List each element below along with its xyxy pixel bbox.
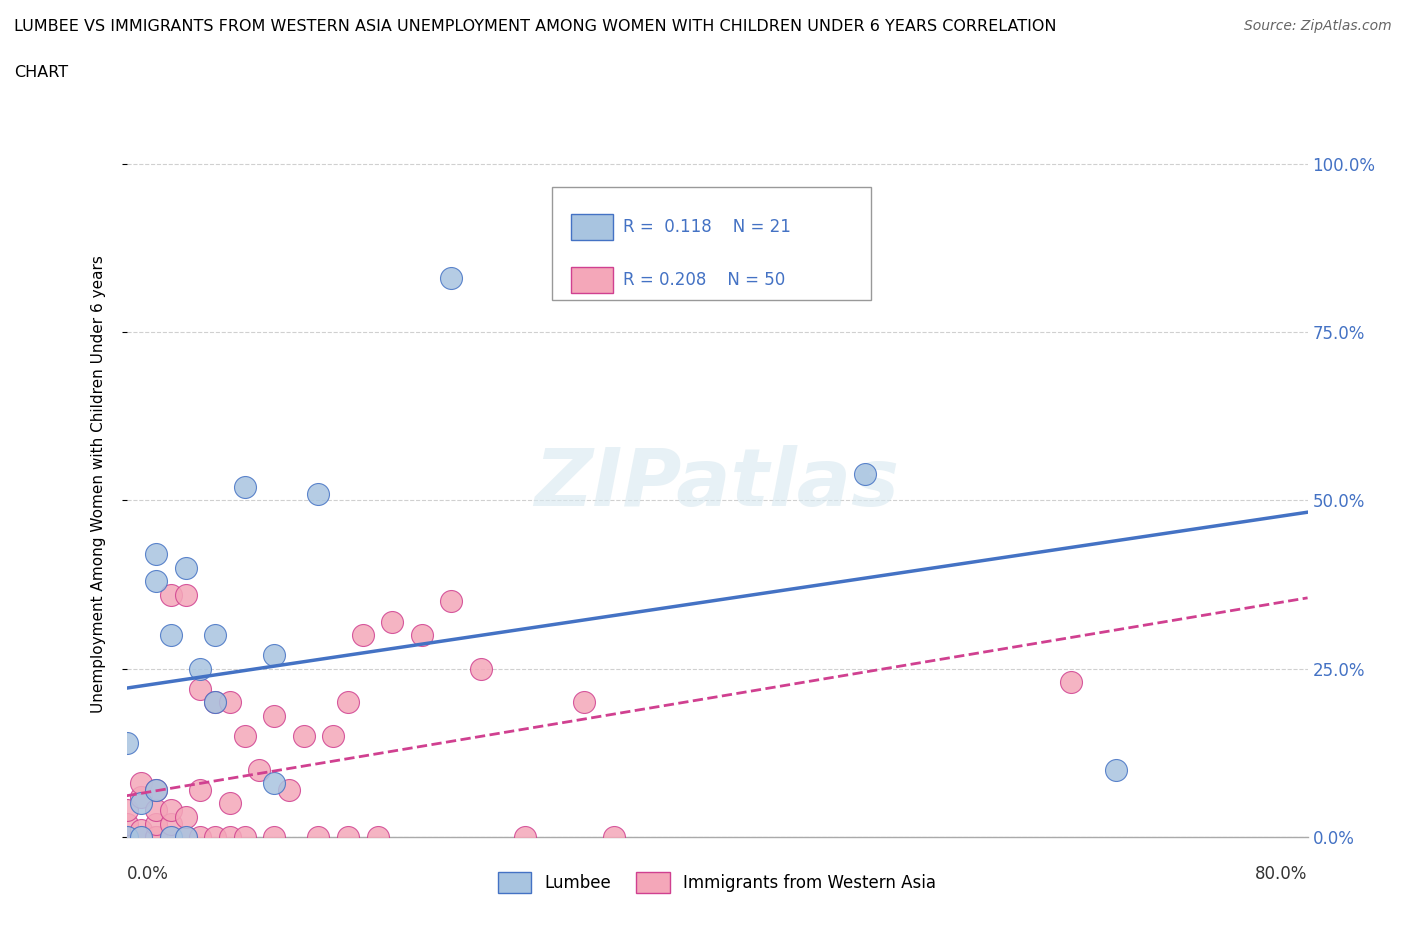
Point <box>129 790 153 804</box>
Point <box>292 728 315 743</box>
Point <box>603 830 626 844</box>
Point <box>159 628 183 643</box>
Point <box>204 695 226 710</box>
Point <box>337 830 360 844</box>
Point <box>174 830 197 844</box>
Point <box>174 830 197 844</box>
Point <box>145 574 167 589</box>
Point <box>219 796 242 811</box>
Point <box>145 782 167 797</box>
Point <box>263 830 285 844</box>
Point <box>322 728 344 743</box>
Point <box>337 695 360 710</box>
Point <box>247 763 270 777</box>
Point <box>159 817 183 831</box>
Point <box>263 709 285 724</box>
Point <box>263 776 285 790</box>
FancyBboxPatch shape <box>571 267 613 293</box>
Y-axis label: Unemployment Among Women with Children Under 6 years: Unemployment Among Women with Children U… <box>91 255 105 712</box>
Point <box>145 803 167 817</box>
Point <box>129 830 153 844</box>
Point <box>1105 763 1128 777</box>
Point <box>129 796 153 811</box>
Point <box>145 830 167 844</box>
Point <box>219 830 242 844</box>
Point <box>115 830 138 844</box>
Point <box>115 830 138 844</box>
Point <box>115 830 138 844</box>
Point <box>307 830 329 844</box>
Point <box>219 695 242 710</box>
Point <box>188 682 211 697</box>
Point <box>145 817 167 831</box>
Point <box>352 628 374 643</box>
Text: LUMBEE VS IMMIGRANTS FROM WESTERN ASIA UNEMPLOYMENT AMONG WOMEN WITH CHILDREN UN: LUMBEE VS IMMIGRANTS FROM WESTERN ASIA U… <box>14 19 1056 33</box>
Point <box>115 830 138 844</box>
Point <box>188 661 211 676</box>
Point <box>188 782 211 797</box>
FancyBboxPatch shape <box>551 187 870 299</box>
Text: 0.0%: 0.0% <box>127 865 169 883</box>
Point <box>145 547 167 562</box>
Point <box>470 661 492 676</box>
Point <box>1060 675 1083 690</box>
Point <box>129 830 153 844</box>
Point <box>204 830 226 844</box>
Point <box>159 830 183 844</box>
FancyBboxPatch shape <box>571 214 613 240</box>
Point <box>440 594 463 609</box>
Point <box>574 695 596 710</box>
Text: R =  0.118    N = 21: R = 0.118 N = 21 <box>623 218 790 236</box>
Point <box>115 803 138 817</box>
Point <box>174 560 197 575</box>
Point <box>159 830 183 844</box>
Point <box>115 736 138 751</box>
Point <box>411 628 433 643</box>
Point <box>853 466 876 481</box>
Point <box>129 823 153 838</box>
Point <box>129 776 153 790</box>
Point <box>204 628 226 643</box>
Point <box>515 830 537 844</box>
Point <box>174 587 197 602</box>
Point <box>381 614 404 629</box>
Point <box>233 480 256 495</box>
Text: ZIPatlas: ZIPatlas <box>534 445 900 523</box>
Point <box>233 728 256 743</box>
Point <box>204 695 226 710</box>
Point <box>145 782 167 797</box>
Point <box>307 486 329 501</box>
Point <box>145 830 167 844</box>
Text: Source: ZipAtlas.com: Source: ZipAtlas.com <box>1244 19 1392 33</box>
Text: R = 0.208    N = 50: R = 0.208 N = 50 <box>623 271 785 289</box>
Text: 80.0%: 80.0% <box>1256 865 1308 883</box>
Point <box>263 648 285 663</box>
Point <box>366 830 388 844</box>
Point <box>115 817 138 831</box>
Legend: Lumbee, Immigrants from Western Asia: Lumbee, Immigrants from Western Asia <box>491 866 943 899</box>
Point <box>233 830 256 844</box>
Point <box>440 271 463 286</box>
Point <box>159 587 183 602</box>
Point <box>188 830 211 844</box>
Point <box>278 782 301 797</box>
Text: CHART: CHART <box>14 65 67 80</box>
Point <box>174 809 197 824</box>
Point <box>159 803 183 817</box>
